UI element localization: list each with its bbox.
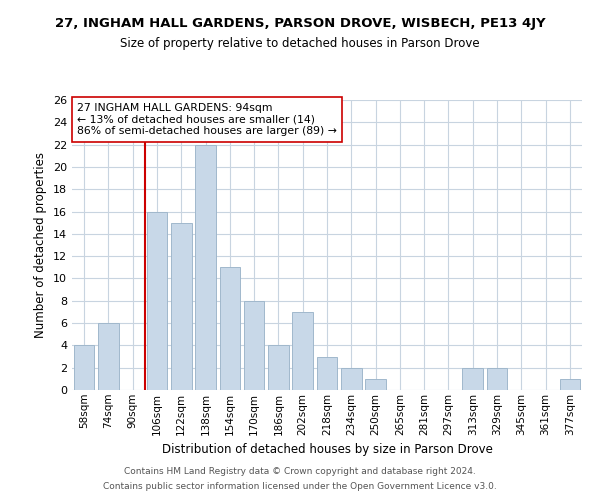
Bar [463,368,483,390]
Text: 27, INGHAM HALL GARDENS, PARSON DROVE, WISBECH, PE13 4JY: 27, INGHAM HALL GARDENS, PARSON DROVE, W… [55,18,545,30]
Bar [268,346,289,390]
Bar [487,368,508,390]
Bar [292,312,313,390]
Bar [171,222,191,390]
Text: 27 INGHAM HALL GARDENS: 94sqm
← 13% of detached houses are smaller (14)
86% of s: 27 INGHAM HALL GARDENS: 94sqm ← 13% of d… [77,103,337,136]
Bar [244,301,265,390]
Bar [317,356,337,390]
Y-axis label: Number of detached properties: Number of detached properties [34,152,47,338]
Bar [195,144,216,390]
X-axis label: Distribution of detached houses by size in Parson Drove: Distribution of detached houses by size … [161,443,493,456]
Bar [74,346,94,390]
Text: Size of property relative to detached houses in Parson Drove: Size of property relative to detached ho… [120,38,480,51]
Bar [560,379,580,390]
Bar [341,368,362,390]
Bar [365,379,386,390]
Bar [146,212,167,390]
Text: Contains public sector information licensed under the Open Government Licence v3: Contains public sector information licen… [103,482,497,491]
Text: Contains HM Land Registry data © Crown copyright and database right 2024.: Contains HM Land Registry data © Crown c… [124,467,476,476]
Bar [98,323,119,390]
Bar [220,268,240,390]
